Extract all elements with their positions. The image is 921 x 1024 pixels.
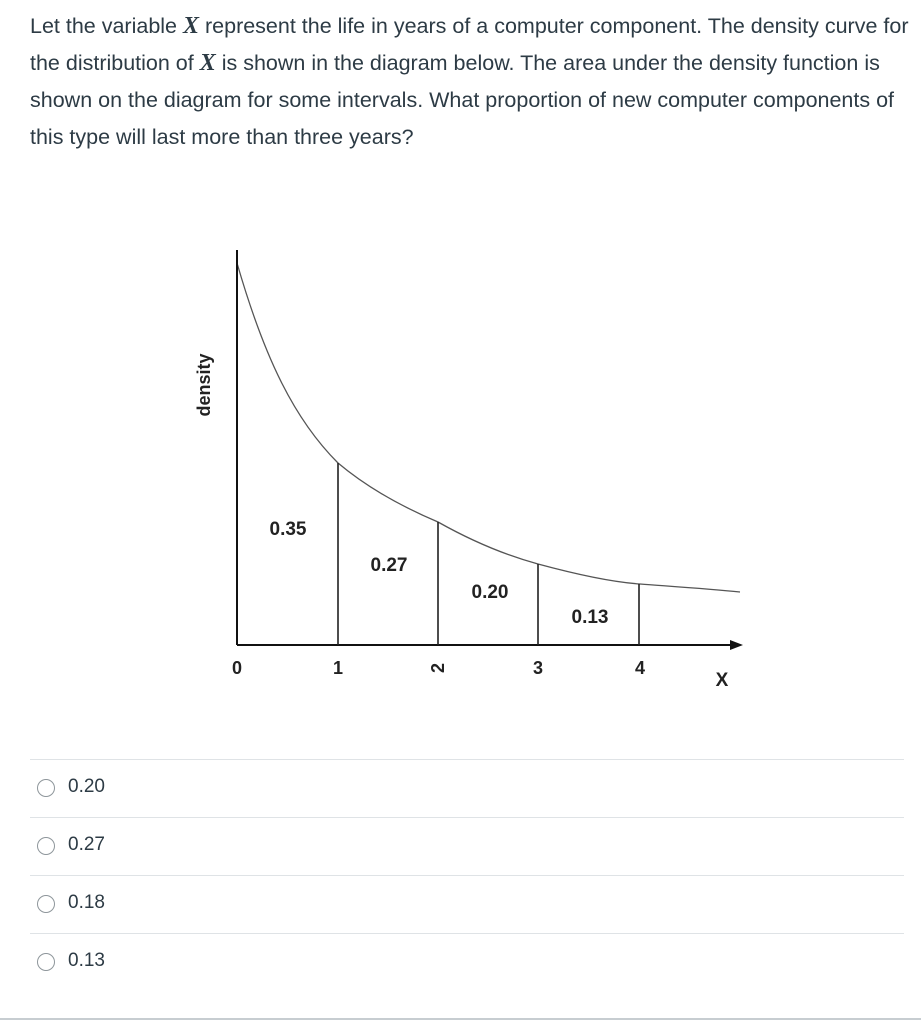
x-tick-4: 4	[635, 658, 645, 678]
x-tick-0: 0	[232, 658, 242, 678]
answer-label: 0.13	[68, 950, 105, 971]
area-label-0-1: 0.35	[270, 519, 307, 540]
area-label-3-4: 0.13	[572, 607, 609, 628]
variable-x: X	[199, 50, 216, 76]
answer-option-4[interactable]: 0.13	[30, 933, 904, 991]
radio-button[interactable]	[37, 953, 55, 971]
x-axis-arrow	[730, 640, 743, 650]
answer-label: 0.20	[68, 776, 105, 797]
area-label-1-2: 0.27	[371, 555, 408, 576]
density-curve	[236, 262, 741, 593]
answer-option-1[interactable]: 0.20	[30, 759, 904, 817]
question-part-1: Let the variable	[30, 14, 183, 38]
variable-x: X	[183, 13, 200, 39]
question-text: Let the variable X represent the life in…	[30, 8, 910, 156]
answer-options: 0.20 0.27 0.18 0.13	[30, 759, 904, 991]
area-label-2-3: 0.20	[472, 582, 509, 603]
radio-button[interactable]	[37, 837, 55, 855]
answer-option-2[interactable]: 0.27	[30, 817, 904, 875]
answer-label: 0.27	[68, 834, 105, 855]
radio-button[interactable]	[37, 779, 55, 797]
answer-option-3[interactable]: 0.18	[30, 875, 904, 933]
y-axis-label: density	[194, 353, 214, 416]
x-tick-3: 3	[533, 658, 543, 678]
answer-label: 0.18	[68, 892, 105, 913]
density-curve-figure: density 0.35 0.27 0.20 0.13 0 1 2 3 4 X	[194, 250, 743, 691]
question-part-3: is shown in the diagram below. The area …	[30, 51, 895, 149]
x-tick-2: 2	[428, 663, 448, 673]
x-tick-1: 1	[333, 658, 343, 678]
radio-button[interactable]	[37, 895, 55, 913]
density-diagram: density 0.35 0.27 0.20 0.13 0 1 2 3 4 X	[194, 250, 743, 691]
x-axis-label: X	[716, 670, 729, 691]
bottom-divider	[0, 1018, 921, 1020]
question-part-2: represent the life in years of a compute…	[30, 14, 909, 75]
